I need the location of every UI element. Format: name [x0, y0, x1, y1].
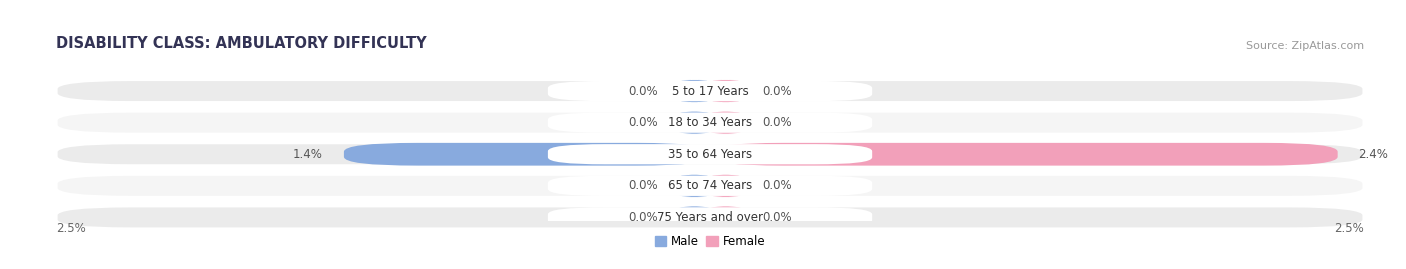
FancyBboxPatch shape — [679, 80, 710, 102]
Text: 0.0%: 0.0% — [762, 84, 792, 98]
Text: 0.0%: 0.0% — [628, 179, 658, 192]
FancyBboxPatch shape — [56, 143, 1364, 166]
FancyBboxPatch shape — [56, 80, 1364, 102]
Text: 0.0%: 0.0% — [762, 116, 792, 129]
Text: 0.0%: 0.0% — [628, 84, 658, 98]
Text: 5 to 17 Years: 5 to 17 Years — [672, 84, 748, 98]
FancyBboxPatch shape — [710, 80, 741, 102]
Legend: Male, Female: Male, Female — [650, 230, 770, 253]
Text: 2.4%: 2.4% — [1358, 148, 1389, 161]
Text: 0.0%: 0.0% — [628, 116, 658, 129]
FancyBboxPatch shape — [548, 144, 872, 164]
FancyBboxPatch shape — [710, 206, 741, 229]
Text: 2.5%: 2.5% — [56, 222, 86, 235]
Text: Source: ZipAtlas.com: Source: ZipAtlas.com — [1246, 41, 1364, 51]
FancyBboxPatch shape — [710, 111, 741, 134]
Text: 18 to 34 Years: 18 to 34 Years — [668, 116, 752, 129]
FancyBboxPatch shape — [679, 111, 710, 134]
FancyBboxPatch shape — [56, 111, 1364, 134]
FancyBboxPatch shape — [710, 143, 1337, 166]
FancyBboxPatch shape — [344, 143, 710, 166]
Text: 0.0%: 0.0% — [762, 211, 792, 224]
Text: 0.0%: 0.0% — [628, 211, 658, 224]
Text: 0.0%: 0.0% — [762, 179, 792, 192]
FancyBboxPatch shape — [548, 207, 872, 228]
FancyBboxPatch shape — [56, 206, 1364, 229]
Text: 1.4%: 1.4% — [292, 148, 323, 161]
Text: 2.5%: 2.5% — [1334, 222, 1364, 235]
FancyBboxPatch shape — [548, 176, 872, 196]
Text: 75 Years and over: 75 Years and over — [657, 211, 763, 224]
Text: 65 to 74 Years: 65 to 74 Years — [668, 179, 752, 192]
Text: 35 to 64 Years: 35 to 64 Years — [668, 148, 752, 161]
FancyBboxPatch shape — [548, 81, 872, 101]
Text: DISABILITY CLASS: AMBULATORY DIFFICULTY: DISABILITY CLASS: AMBULATORY DIFFICULTY — [56, 36, 427, 51]
FancyBboxPatch shape — [710, 175, 741, 197]
FancyBboxPatch shape — [679, 206, 710, 229]
FancyBboxPatch shape — [56, 175, 1364, 197]
FancyBboxPatch shape — [548, 112, 872, 133]
FancyBboxPatch shape — [679, 175, 710, 197]
